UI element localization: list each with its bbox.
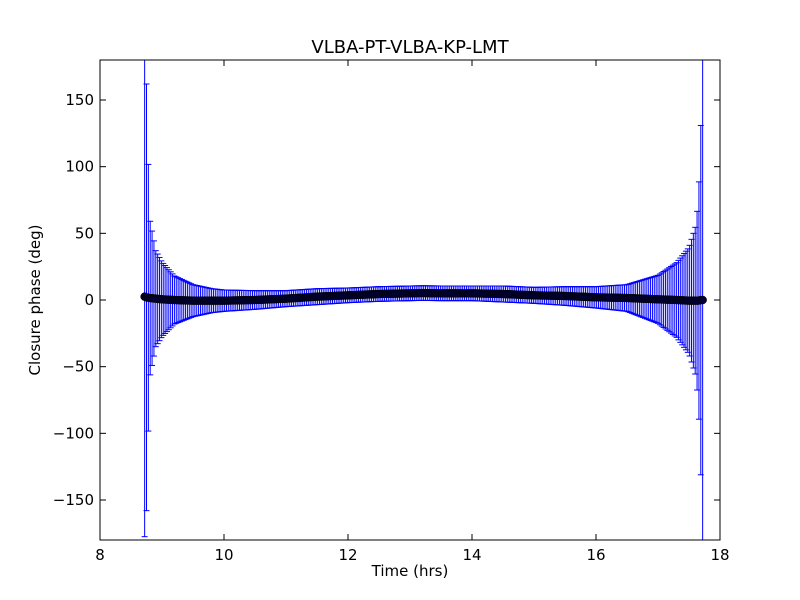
x-tick-label: 10 xyxy=(214,546,233,564)
x-tick-label: 14 xyxy=(462,546,481,564)
x-axis-label: Time (hrs) xyxy=(371,562,449,580)
x-tick-label: 16 xyxy=(586,546,605,564)
errorbars-layer xyxy=(141,60,704,540)
data-points-layer xyxy=(140,288,707,305)
x-tick-label: 18 xyxy=(710,546,729,564)
y-tick-label: 0 xyxy=(84,291,94,309)
data-point xyxy=(698,295,707,305)
y-axis-ticks: −150 −100 −50 0 50 100 150 xyxy=(53,91,720,509)
chart-title: VLBA-PT-VLBA-KP-LMT xyxy=(311,37,509,58)
y-axis-label: Closure phase (deg) xyxy=(26,225,44,376)
x-axis-ticks: 8 10 12 14 16 18 xyxy=(95,60,730,564)
y-tick-label: 50 xyxy=(75,224,94,242)
y-tick-label: 100 xyxy=(65,158,94,176)
x-tick-label: 12 xyxy=(338,546,357,564)
x-tick-label: 8 xyxy=(95,546,105,564)
y-tick-label: 150 xyxy=(65,91,94,109)
y-tick-label: −150 xyxy=(53,491,94,509)
y-tick-label: −100 xyxy=(53,424,94,442)
y-tick-label: −50 xyxy=(62,358,94,376)
